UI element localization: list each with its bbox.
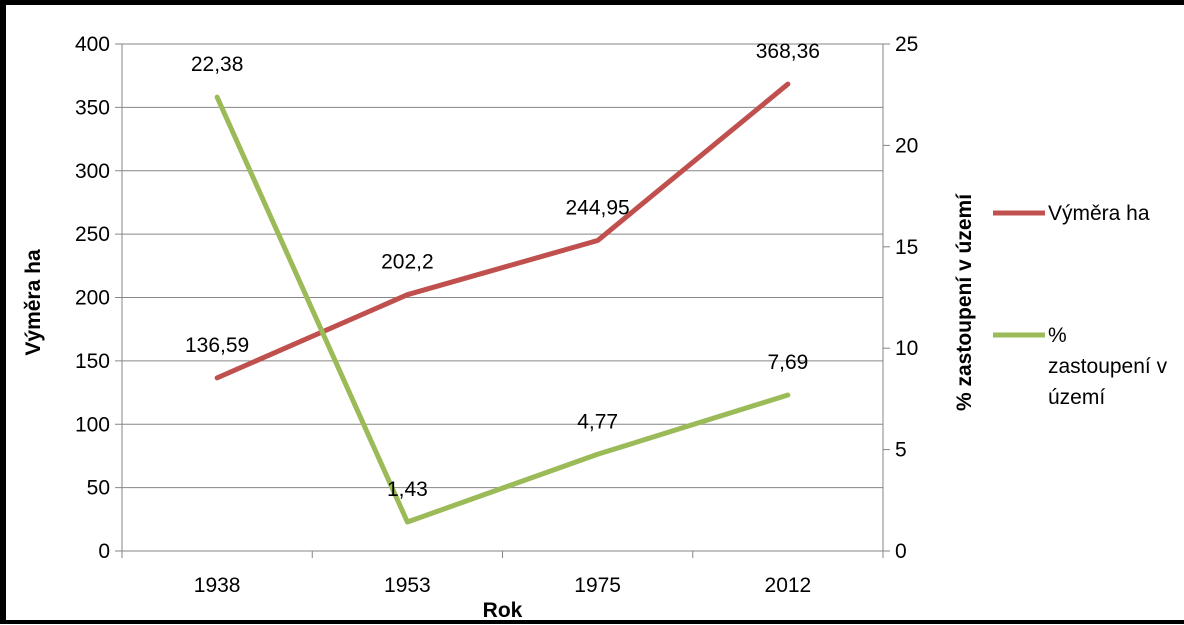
legend-label-zastoupeni: území [1048,386,1105,409]
left-tick-label: 100 [75,413,110,436]
x-tick-label: 1953 [384,574,431,597]
x-tick-label: 2012 [765,574,812,597]
right-tick-label: 25 [895,33,918,56]
left-tick-label: 350 [75,96,110,119]
data-label: 244,95 [566,197,630,220]
series-line-vymera [214,81,791,381]
right-axis-title: % zastoupení v území [953,193,976,411]
data-label: 368,36 [756,40,820,63]
data-label: 22,38 [191,53,244,76]
x-tick-label: 1975 [574,574,621,597]
data-label: 1,43 [387,478,428,501]
left-tick-label: 0 [98,540,110,563]
left-axis-title: Výměra ha [22,249,45,356]
data-label: 136,59 [185,334,249,357]
x-tick-label: 1938 [194,574,241,597]
legend-label-zastoupeni: zastoupení v [1048,355,1168,378]
data-label: 7,69 [767,351,808,374]
right-tick-label: 10 [895,337,918,360]
left-tick-label: 250 [75,223,110,246]
right-tick-label: 15 [895,236,918,259]
left-tick-label: 300 [75,160,110,183]
data-label: 4,77 [577,410,618,433]
right-tick-label: 0 [895,540,907,563]
left-tick-label: 200 [75,287,110,310]
legend-label-zastoupeni: % [1048,324,1067,347]
left-tick-label: 150 [75,350,110,373]
left-tick-label: 50 [87,477,110,500]
legend-label-vymera: Výměra ha [1048,202,1150,225]
series-line-zastoupeni [214,94,791,525]
x-axis-title: Rok [483,599,523,620]
data-label: 202,2 [381,251,434,274]
right-tick-label: 20 [895,134,918,157]
left-tick-label: 400 [75,33,110,56]
right-tick-label: 5 [895,439,907,462]
line-chart: 0 50 100 150 200 250 300 350 400 0 5 10 15 20 25 1938 19… [22,33,1168,622]
